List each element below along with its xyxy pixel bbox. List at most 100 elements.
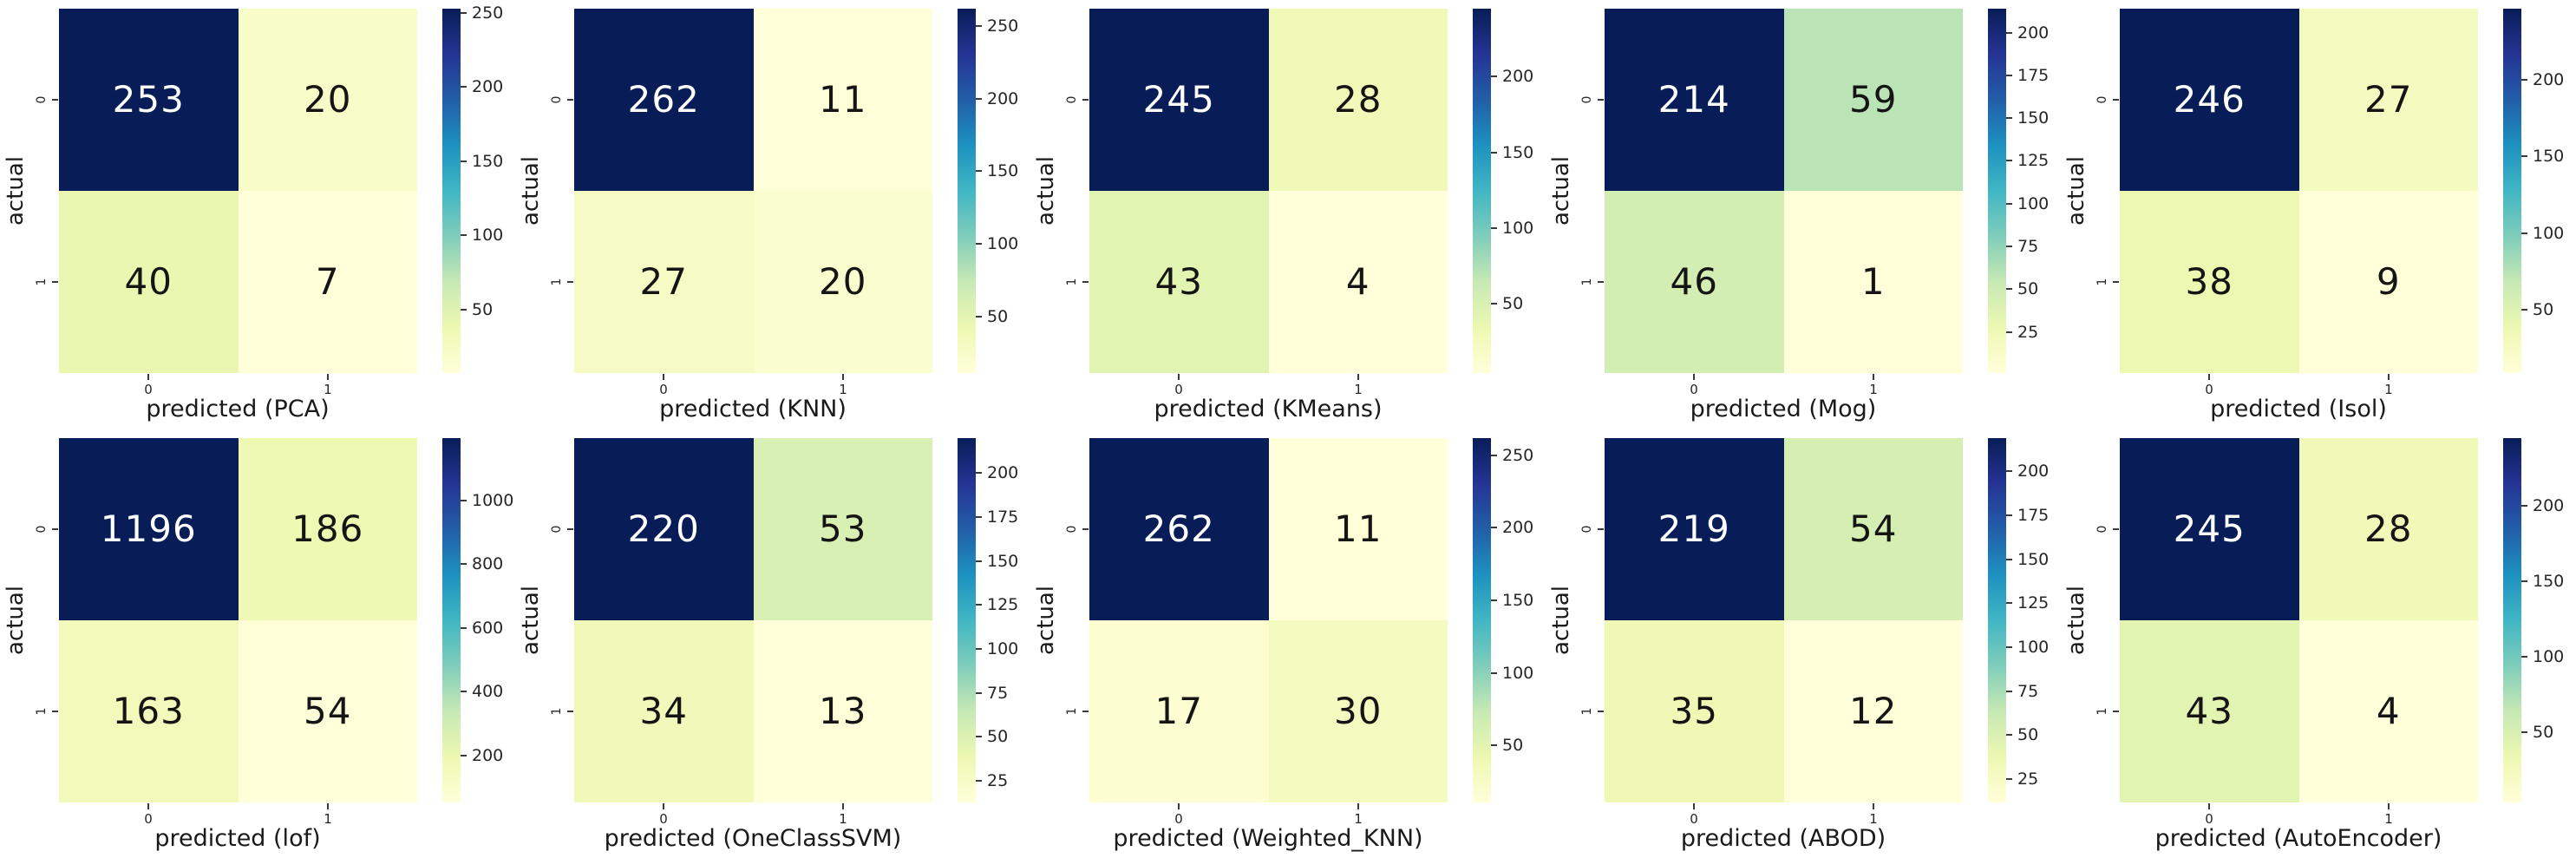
cell-value: 4: [2376, 689, 2401, 732]
colorbar-tick-label: 200: [987, 463, 1019, 483]
colorbar-tick-mark: [1491, 744, 1497, 747]
colorbar-tick-label: 150: [2533, 572, 2565, 592]
colorbar-tick-mark: [2006, 778, 2012, 781]
x-tick-mark: [1357, 374, 1359, 380]
y-tick-mark: [52, 99, 58, 101]
cell-actual0-pred0: 245: [1089, 9, 1269, 191]
colorbar-tick-label: 200: [987, 88, 1019, 108]
cell-value: 11: [819, 78, 867, 121]
cell-actual1-pred0: 46: [1605, 191, 1784, 373]
x-axis-label: predicted (Mog): [1690, 396, 1877, 422]
x-tick-label-1: 1: [1354, 810, 1363, 827]
x-tick-mark: [1873, 802, 1874, 809]
x-tick-label-0: 0: [144, 382, 153, 397]
colorbar-tick-label: 150: [472, 151, 504, 171]
colorbar-tick-label: 50: [2533, 300, 2554, 320]
y-tick-label-0: 0: [2095, 525, 2109, 533]
x-axis-label: predicted (lof): [154, 824, 321, 852]
y-axis-label: actual: [2063, 155, 2089, 226]
x-tick-mark: [2208, 374, 2210, 380]
colorbar-tick-label: 150: [1502, 142, 1534, 162]
cell-actual1-pred0: 38: [2120, 191, 2299, 373]
colorbar-tick-label: 25: [2017, 770, 2039, 789]
panel-AutoEncoder: actual 0 1 245 28 43 4 0 1 predicted (AutoE…: [2061, 429, 2576, 858]
x-tick-mark: [147, 802, 149, 809]
x-tick-mark: [1357, 802, 1359, 809]
colorbar-tick-mark: [2006, 514, 2012, 516]
colorbar-tick-label: 250: [987, 16, 1019, 36]
cell-actual1-pred1: 54: [238, 619, 417, 802]
colorbar-tick-label: 250: [472, 3, 504, 23]
y-tick-label-0: 0: [1065, 95, 1079, 104]
x-axis-label: predicted (OneClassSVM): [604, 824, 902, 852]
colorbar-tick-label: 150: [987, 161, 1019, 181]
x-tick-mark: [1693, 802, 1695, 809]
x-tick-label-0: 0: [1174, 810, 1183, 827]
cell-actual0-pred1: 28: [2298, 437, 2478, 620]
cell-actual0-pred0: 262: [574, 9, 754, 191]
cell-value: 28: [2364, 507, 2413, 550]
x-tick-mark: [842, 802, 844, 809]
colorbar-tick-label: 150: [987, 551, 1019, 571]
colorbar-tick-label: 50: [987, 727, 1009, 747]
colorbar-tick-label: 75: [987, 683, 1009, 703]
cell-value: 53: [819, 507, 867, 550]
y-tick-label-1: 1: [2095, 707, 2109, 715]
x-tick-label-0: 0: [2205, 810, 2213, 827]
x-axis-label: predicted (ABOD): [1680, 824, 1886, 852]
colorbar-tick-label: 100: [2533, 647, 2565, 667]
y-tick-label-0: 0: [1065, 525, 1079, 533]
cell-value: 253: [112, 78, 185, 121]
x-tick-mark: [842, 374, 844, 380]
y-tick-mark: [1082, 710, 1089, 712]
x-tick-mark: [2208, 802, 2210, 809]
cell-value: 1: [1860, 260, 1886, 303]
cell-actual0-pred1: 20: [238, 9, 417, 191]
x-axis-label: predicted (PCA): [146, 396, 330, 422]
x-tick-mark: [663, 802, 664, 809]
colorbar-tick-mark: [2521, 78, 2527, 81]
panel-KNN: actual 0 1 262 11 27 20 0 1 predicted (KNN)…: [515, 0, 1030, 429]
colorbar-tick-mark: [461, 308, 467, 311]
colorbar-tick-label: 125: [2017, 593, 2050, 613]
cell-actual0-pred0: 262: [1089, 437, 1269, 620]
colorbar-tick-label: 1000: [472, 490, 514, 510]
heatmap-grid: 245 28 43 4: [1089, 9, 1448, 373]
y-tick-mark: [1082, 527, 1089, 530]
y-tick-label-1: 1: [550, 707, 564, 715]
colorbar-tick-mark: [976, 315, 982, 318]
heatmap-grid: 214 59 46 1: [1605, 9, 1963, 373]
colorbar-tick-label: 50: [1502, 736, 1524, 756]
cell-value: 34: [639, 689, 688, 732]
x-tick-mark: [2388, 802, 2390, 809]
x-tick-mark: [2388, 374, 2390, 380]
cell-actual0-pred1: 59: [1783, 9, 1963, 191]
heatmap-grid: 245 28 43 4: [2120, 437, 2478, 802]
cell-actual1-pred1: 13: [753, 619, 932, 802]
colorbar-tick-label: 200: [2017, 462, 2050, 481]
colorbar-tick-mark: [461, 626, 467, 629]
heatmap-grid: 262 11 17 30: [1089, 437, 1448, 802]
cell-value: 30: [1334, 689, 1383, 732]
cell-actual1-pred1: 4: [2298, 619, 2478, 802]
colorbar-tick-mark: [461, 691, 467, 693]
cell-value: 40: [124, 260, 173, 303]
colorbar-tick-label: 100: [1502, 218, 1534, 238]
cell-value: 262: [627, 78, 700, 121]
cell-value: 54: [304, 689, 352, 732]
cell-value: 43: [2185, 689, 2233, 732]
y-tick-label-0: 0: [2095, 95, 2109, 104]
colorbar-tick-mark: [2521, 731, 2527, 734]
colorbar-tick-label: 75: [2017, 681, 2039, 701]
colorbar-tick-label: 100: [987, 639, 1019, 658]
x-tick-label-1: 1: [1354, 382, 1363, 397]
cell-actual0-pred1: 11: [753, 9, 932, 191]
x-axis-label: predicted (KNN): [659, 396, 847, 422]
colorbar: [958, 9, 976, 373]
colorbar-tick-mark: [2006, 690, 2012, 692]
y-tick-label-1: 1: [1580, 278, 1594, 286]
x-axis-label: predicted (Isol): [2210, 396, 2387, 422]
x-tick-mark: [1873, 374, 1874, 380]
heatmap-grid: 253 20 40 7: [59, 9, 417, 373]
